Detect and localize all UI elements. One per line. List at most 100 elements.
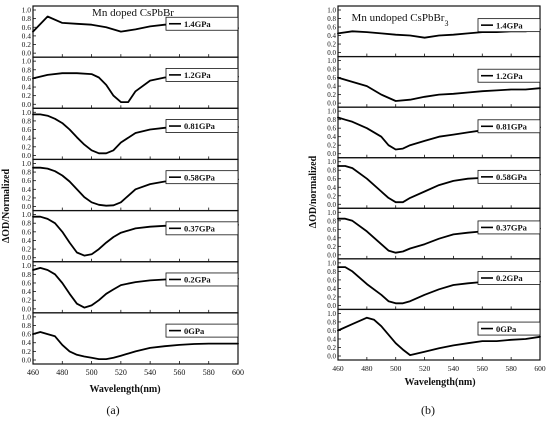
panel-b-ytick-label-4-3: 0.6 (327, 226, 336, 234)
panel-b-xtick-label-4: 540 (448, 364, 460, 373)
panel-b-title: Mn undoped CsPbBr3 (352, 12, 449, 28)
panel-b-series-line-6 (337, 316, 541, 357)
panel-b-series-label-box-5 (477, 271, 541, 285)
panel-b-ytick-label-1-5: 1.0 (327, 57, 336, 65)
panel-b-ytick-label-2-4: 0.8 (327, 116, 336, 124)
panel-a-ytick-label-5-5: 1.0 (22, 261, 32, 270)
panel-a-ytick-label-4-5: 1.0 (22, 210, 32, 219)
panel-b-ytick-label-3-5: 1.0 (327, 158, 336, 166)
panel-a-ytick-label-0-4: 0.8 (22, 14, 32, 23)
panel-b-ytick-label-4-5: 1.0 (327, 209, 336, 217)
panel-a-ytick-label-4-2: 0.4 (22, 236, 32, 245)
panel-b-ytick-label-3-3: 0.6 (327, 175, 336, 183)
panel-b-series-label-0: 1.4GPa (496, 20, 523, 30)
panel-b-ytick-label-0-5: 1.0 (327, 7, 336, 15)
panel-a-ytick-label-4-1: 0.2 (22, 245, 32, 254)
panel-a-series-label-4: 0.37GPa (184, 224, 216, 234)
panel-a-xtick-label-0: 460 (27, 368, 39, 377)
panel-a-series-label-6: 0GPa (184, 326, 205, 336)
panel-a-ytick-label-2-2: 0.4 (22, 134, 32, 143)
panel-a-ytick-label-6-0: 0.0 (22, 356, 32, 365)
panel-a-ytick-label-0-1: 0.2 (22, 40, 32, 49)
panel-b-ytick-label-6-5: 1.0 (327, 310, 336, 318)
panel-b-ytick-label-3-0: 0.0 (327, 201, 336, 209)
panel-a-ytick-label-0-3: 0.6 (22, 23, 32, 32)
panel-b-ytick-label-5-1: 0.2 (327, 293, 336, 301)
panel-a-ytick-label-3-4: 0.8 (22, 168, 32, 177)
panel-a-ytick-label-1-0: 0.0 (22, 100, 32, 109)
panel-a-series-label-box-6 (165, 323, 239, 338)
panel-b-series-line-1 (337, 76, 541, 102)
panel-b-ytick-label-2-3: 0.6 (327, 125, 336, 133)
panel-b-ytick-label-1-0: 0.0 (327, 100, 336, 108)
panel-a-ytick-label-1-3: 0.6 (22, 74, 32, 83)
panel-b-ytick-label-6-2: 0.4 (327, 335, 336, 343)
panel-a-xtick-label-6: 580 (203, 368, 215, 377)
panel-a-series-label-box-5 (165, 272, 239, 287)
panel-b-xtick-label-7: 600 (534, 364, 546, 373)
panel-b-ytick-label-4-0: 0.0 (327, 251, 336, 259)
panel-a-xtick-label-1: 480 (56, 368, 68, 377)
panel-a-ytick-label-5-3: 0.6 (22, 278, 32, 287)
panel-b-series-label-box-4 (477, 220, 541, 235)
panel-a-xtick-label-5: 560 (173, 368, 185, 377)
panel-a-ytick-label-3-5: 1.0 (22, 159, 32, 168)
panel-a-xtick-label-4: 540 (144, 368, 156, 377)
panel-a-xtick-label-7: 600 (232, 368, 244, 377)
panel-b-series-label-box-2 (477, 119, 541, 134)
panel-b-ylabel: ΔOD/normalized (308, 155, 319, 228)
panel-a-ytick-label-6-5: 1.0 (22, 312, 32, 321)
panel-a-ytick-label-4-4: 0.8 (22, 219, 32, 228)
panel-b-ytick-label-5-5: 1.0 (327, 259, 336, 267)
panel-b-series-label-box-3 (477, 169, 541, 184)
panel-a-ytick-label-0-2: 0.4 (22, 31, 32, 40)
panel-b-ytick-label-2-0: 0.0 (327, 150, 336, 158)
panel-b-ytick-label-5-3: 0.6 (327, 276, 336, 284)
panel-a-ytick-label-2-0: 0.0 (22, 151, 32, 160)
panel-b-ytick-label-0-1: 0.2 (327, 41, 336, 49)
panel-a-series-line-6 (32, 331, 239, 361)
panel-b-ytick-label-2-1: 0.2 (327, 142, 336, 150)
panel-a-ytick-label-2-5: 1.0 (22, 108, 32, 117)
panel-a-xtick-label-2: 500 (86, 368, 98, 377)
panel-a-xlabel: Wavelength(nm) (89, 384, 160, 395)
panel-b-series-label-1: 1.2GPa (496, 71, 523, 81)
panel-a-ytick-label-4-0: 0.0 (22, 253, 32, 262)
panel-a-ytick-label-0-5: 1.0 (22, 6, 32, 15)
panel-b-ytick-label-6-4: 0.8 (327, 318, 336, 326)
panel-a-ytick-label-4-3: 0.6 (22, 227, 32, 236)
panel-b-ytick-label-4-1: 0.2 (327, 243, 336, 251)
panel-b-ytick-label-3-2: 0.4 (327, 184, 336, 192)
panel-b-ytick-label-2-2: 0.4 (327, 133, 336, 141)
panel-b-ytick-label-3-1: 0.2 (327, 192, 336, 200)
panel-b-series-label-3: 0.58GPa (496, 172, 528, 182)
panel-a-ytick-label-1-4: 0.8 (22, 65, 32, 74)
panel-b-xtick-label-5: 560 (477, 364, 489, 373)
panel-a-series-label-5: 0.2GPa (184, 275, 211, 285)
panel-a-ytick-label-3-2: 0.4 (22, 185, 32, 194)
panel-b-xtick-label-3: 520 (419, 364, 431, 373)
panel-b-ytick-label-0-4: 0.8 (327, 15, 336, 23)
panel-a-ytick-label-5-4: 0.8 (22, 270, 32, 279)
panel-b-ytick-label-4-4: 0.8 (327, 217, 336, 225)
panel-b-ytick-label-4-2: 0.4 (327, 234, 336, 242)
panel-b-ytick-label-1-1: 0.2 (327, 91, 336, 99)
panel-b-xtick-label-1: 480 (361, 364, 373, 373)
panel-a-ytick-label-3-1: 0.2 (22, 193, 32, 202)
panel-b-ytick-label-0-0: 0.0 (327, 49, 336, 57)
panel-a-ytick-label-6-1: 0.2 (22, 347, 32, 356)
panel-b-ytick-label-0-3: 0.6 (327, 24, 336, 32)
panel-b-series-label-2: 0.81GPa (496, 121, 528, 131)
panel-a-series-label-box-1 (165, 67, 239, 82)
panel-b-series-label-box-0 (477, 18, 541, 33)
panel-b-series-label-box-1 (477, 68, 541, 83)
panel-a: Mn doped CsPbBr ΔOD/Normalized Wavelengt… (1, 5, 244, 417)
panel-b-ytick-label-1-3: 0.6 (327, 74, 336, 82)
panel-b-ytick-label-3-4: 0.8 (327, 167, 336, 175)
panel-a-ytick-label-5-0: 0.0 (22, 304, 32, 313)
panel-b-series-label-4: 0.37GPa (496, 223, 528, 233)
panel-a-ytick-label-2-1: 0.2 (22, 142, 32, 151)
panel-a-ytick-label-5-2: 0.4 (22, 287, 32, 296)
panel-b-ytick-label-0-2: 0.4 (327, 32, 336, 40)
panel-a-series-label-box-3 (165, 170, 239, 185)
